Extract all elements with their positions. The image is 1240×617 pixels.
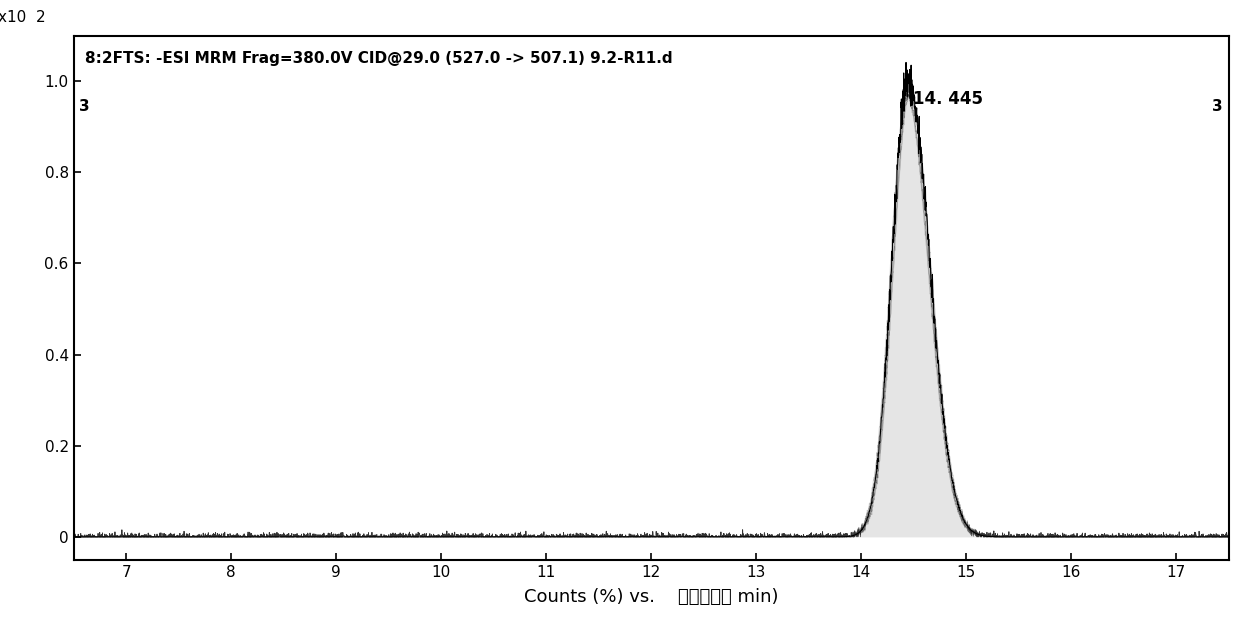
- Text: 8:2FTS: -ESI MRM Frag=380.0V CID@29.0 (527.0 -> 507.1) 9.2-R11.d: 8:2FTS: -ESI MRM Frag=380.0V CID@29.0 (5…: [86, 51, 673, 67]
- X-axis label: Counts (%) vs.    采集时间（ min): Counts (%) vs. 采集时间（ min): [525, 588, 779, 606]
- Text: 3: 3: [1213, 99, 1223, 114]
- Text: 14. 445: 14. 445: [914, 90, 983, 109]
- Text: 3: 3: [79, 99, 91, 114]
- Text: x10  2: x10 2: [0, 10, 46, 25]
